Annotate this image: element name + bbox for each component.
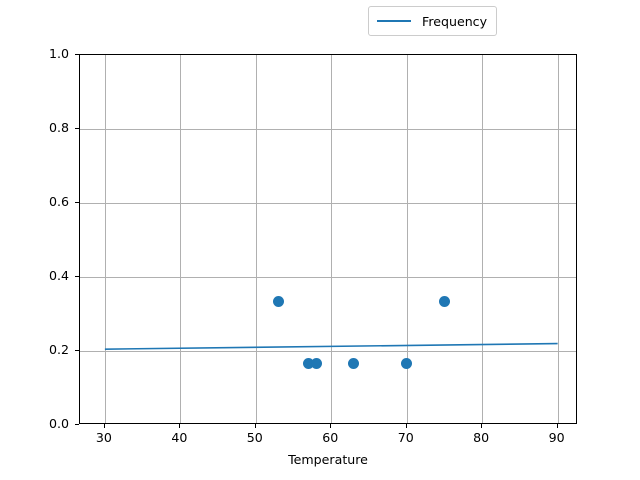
x-tick-mark [330,424,332,428]
scatter-point [401,357,413,369]
y-tick-mark [75,54,79,55]
legend[interactable]: Frequency [368,6,498,36]
y-tick-mark [75,202,79,203]
x-tick-label: 30 [95,430,112,445]
y-tick-label: 1.0 [48,46,69,61]
x-tick-mark [254,424,256,428]
scatter-point [303,357,315,369]
legend-line-swatch [377,20,411,22]
gridline-horizontal [80,277,576,278]
scatter-point [438,296,450,308]
gridline-horizontal [80,203,576,204]
frequency-line [104,342,558,350]
gridline-horizontal [80,129,576,130]
gridline-vertical [255,55,257,423]
gridline-vertical [482,55,484,423]
x-tick-mark [405,424,407,428]
y-tick-label: 0.4 [48,268,69,283]
y-tick-label: 0.8 [48,120,69,135]
x-tick-label: 50 [246,430,263,445]
x-tick-label: 70 [397,430,414,445]
scatter-point [348,357,360,369]
x-tick-mark [481,424,483,428]
y-tick-label: 0.0 [48,416,69,431]
x-tick-mark [179,424,181,428]
plot-area [79,54,577,424]
y-tick-mark [75,424,79,425]
y-tick-mark [75,276,79,277]
x-tick-label: 80 [473,430,490,445]
gridline-vertical [104,55,106,423]
gridline-vertical [557,55,559,423]
gridline-vertical [331,55,333,423]
gridline-vertical [180,55,182,423]
x-tick-label: 40 [171,430,188,445]
gridline-horizontal [80,351,576,352]
x-tick-label: 90 [548,430,565,445]
y-tick-mark [75,350,79,351]
y-tick-label: 0.2 [48,342,69,357]
legend-entry-label: Frequency [422,13,488,29]
gridline-vertical [406,55,408,423]
x-tick-mark [103,424,105,428]
scatter-point [310,357,322,369]
y-tick-label: 0.6 [48,194,69,209]
x-tick-label: 60 [322,430,339,445]
x-tick-mark [556,424,558,428]
y-tick-mark [75,128,79,129]
x-axis-label: Temperature [288,452,368,467]
scatter-point [272,296,284,308]
